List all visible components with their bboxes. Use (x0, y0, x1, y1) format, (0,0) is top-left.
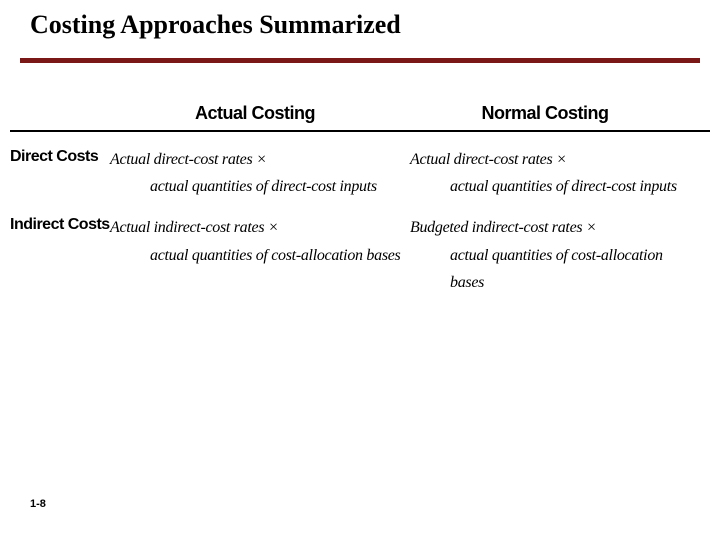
row-label-direct: Direct Costs (10, 146, 110, 166)
title-underline (20, 58, 700, 63)
table-row: Indirect Costs Actual indirect-cost rate… (10, 214, 710, 296)
row-label-indirect: Indirect Costs (10, 214, 110, 234)
cell-direct-actual: Actual direct-cost rates × actual quanti… (110, 146, 410, 200)
cell-text: actual quantities of direct-cost inputs (410, 173, 700, 200)
cell-text: actual quantities of cost-allocation bas… (110, 242, 410, 269)
slide-title: Costing Approaches Summarized (0, 10, 720, 40)
cell-indirect-actual: Actual indirect-cost rates × actual quan… (110, 214, 410, 268)
cell-text: actual quantities of cost-allocation bas… (410, 242, 700, 296)
cell-direct-normal: Actual direct-cost rates × actual quanti… (410, 146, 700, 200)
table-row: Direct Costs Actual direct-cost rates × … (10, 146, 710, 200)
page-number: 1-8 (30, 498, 46, 510)
cell-indirect-normal: Budgeted indirect-cost rates × actual qu… (410, 214, 700, 296)
slide: Costing Approaches Summarized Actual Cos… (0, 0, 720, 540)
column-header-actual: Actual Costing (110, 103, 400, 124)
cell-text: Budgeted indirect-cost rates × (410, 214, 700, 241)
cell-text: Actual indirect-cost rates × (110, 214, 410, 241)
cell-text: Actual direct-cost rates × (110, 146, 410, 173)
table-header-row: Actual Costing Normal Costing (10, 103, 710, 132)
cell-text: Actual direct-cost rates × (410, 146, 700, 173)
cell-text: actual quantities of direct-cost inputs (110, 173, 410, 200)
costing-table: Actual Costing Normal Costing Direct Cos… (10, 103, 710, 296)
column-header-normal: Normal Costing (400, 103, 690, 124)
header-spacer (10, 103, 110, 124)
